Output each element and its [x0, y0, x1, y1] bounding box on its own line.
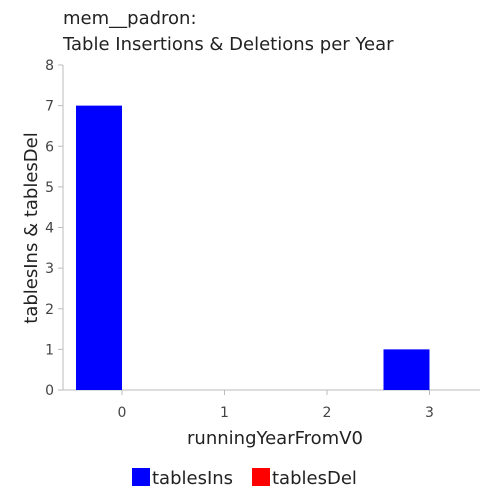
y-tick-label: 5 — [45, 180, 54, 196]
y-tick-label: 7 — [45, 99, 54, 115]
chart-title-line-1: mem__padron: — [63, 8, 197, 29]
y-tick-label: 0 — [45, 383, 54, 399]
x-tick-label: 0 — [118, 405, 127, 421]
y-tick-label: 3 — [45, 261, 54, 277]
legend-label-tablesIns: tablesIns — [152, 468, 233, 489]
y-tick-label: 1 — [45, 342, 54, 358]
y-tick-label: 2 — [45, 302, 54, 318]
plot-area: 0 1 2 3 4 5 6 7 8 0 1 2 3 — [45, 58, 480, 421]
legend-swatch-tablesIns — [132, 468, 150, 486]
y-tick-label: 8 — [45, 58, 54, 74]
chart-title-line-2: Table Insertions & Deletions per Year — [62, 34, 394, 55]
x-tick-label: 2 — [323, 405, 332, 421]
bar-tablesIns — [383, 349, 430, 390]
x-axis-title: runningYearFromV0 — [187, 428, 363, 449]
x-tick-label: 3 — [425, 405, 434, 421]
chart-title: mem__padron: Table Insertions & Deletion… — [62, 8, 394, 55]
legend-swatch-tablesDel — [252, 468, 270, 486]
bar-tablesIns — [76, 105, 122, 390]
legend: tablesIns tablesDel — [132, 468, 357, 489]
x-tick-label: 1 — [220, 405, 229, 421]
y-tick-label: 4 — [45, 221, 54, 237]
legend-label-tablesDel: tablesDel — [272, 468, 357, 489]
y-axis-title: tablesIns & tablesDel — [21, 132, 42, 323]
y-tick-label: 6 — [45, 139, 54, 155]
